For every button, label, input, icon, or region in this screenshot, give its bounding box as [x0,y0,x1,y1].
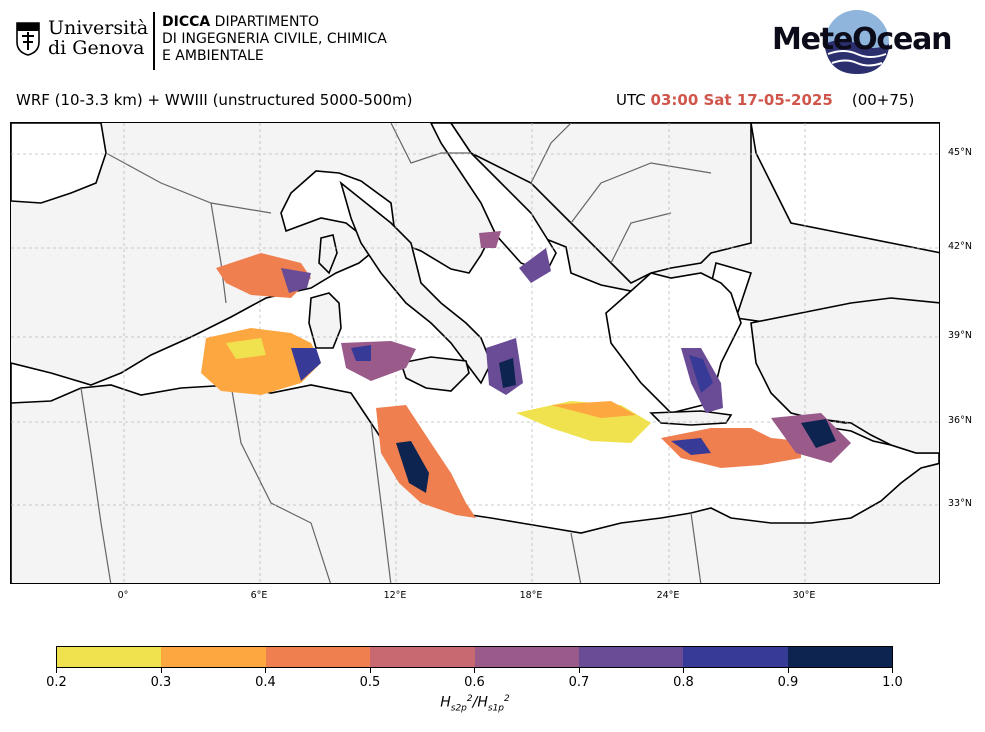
colorbar-tick-label: 0.4 [255,675,276,690]
colorbar-tick [474,668,475,673]
lat-label: 33°N [948,498,972,509]
africa [11,384,939,583]
black-sea [750,123,939,254]
forecast-offset: (00+75) [851,91,915,109]
colorbar-segment [578,647,684,667]
colorbar-label-denominator-sup: 2 [504,694,510,704]
colorbar-tick [56,668,57,673]
sicily [399,356,470,392]
colorbar-label-denominator-sub: s1p [487,703,505,714]
meteocean-globe-icon [825,10,889,74]
colorbar-tick [578,668,580,673]
colorbar-segment [474,647,579,667]
colorbar-tick-label: 0.6 [464,675,485,690]
department-acronym: DICCA [162,14,211,30]
colorbar-segment [161,647,266,667]
colorbar-tick [369,668,371,673]
lon-label: 24°E [656,590,680,601]
lat-label: 45°N [948,147,972,158]
department-name: DICCA DIPARTIMENTO DI INGEGNERIA CIVILE,… [162,14,387,65]
patch-adriatic [479,231,501,248]
colorbar-segment [683,647,788,667]
bay-of-biscay [11,123,107,204]
corsica [318,234,338,275]
country-borders [80,123,712,583]
mediterranean-map [11,123,939,583]
patch-sicily-strait [376,405,476,518]
meteocean-wordmark: MeteOcean [772,22,953,57]
university-of-genova-logo: Università di Genova [14,12,149,72]
colorbar-tick [265,668,266,673]
model-description: WRF (10-3.3 km) + WWIII (unstructured 50… [16,91,413,109]
colorbar-tick [787,668,789,673]
patch-levantine [661,428,801,468]
colorbar-label-numerator-sup: 2 [466,694,473,704]
sardinia [308,292,342,349]
university-name: Università di Genova [48,17,149,59]
colorbar-label-symbol: H [440,694,451,711]
colorbar-tick-label: 0.2 [46,675,67,690]
lon-label: 12°E [383,590,407,601]
colorbar-segment [370,647,475,667]
colorbar-segment [787,647,892,667]
colorbar-label: Hs2p2/Hs1p2 [440,694,510,714]
lat-label: 36°N [948,415,972,426]
colorbar-segment [57,647,162,667]
meteocean-logo: MeteOcean [772,8,953,78]
lat-label: 42°N [948,241,972,252]
colorbar-segment [265,647,371,667]
department-line-2: DI INGEGNERIA CIVILE, CHIMICA [162,31,387,47]
lon-label: 18°E [519,590,543,601]
colorbar-tick-label: 0.8 [673,675,694,690]
department-line-3: E AMBIENTALE [162,48,264,64]
lon-label: 30°E [792,590,816,601]
university-crest-icon [16,22,40,56]
colorbar-tick-label: 1.0 [882,675,903,690]
colorbar-tick [160,668,162,673]
lon-label: 6°E [250,590,268,601]
colorbar-tick-label: 0.3 [150,675,172,690]
colorbar-tick-label: 0.5 [359,675,381,690]
lat-label: 39°N [948,330,972,341]
utc-datetime: 03:00 Sat 17-05-2025 [650,91,833,109]
colorbar-tick-label: 0.7 [568,675,590,690]
italy-peninsula [339,180,492,385]
map-panel [10,122,940,584]
ratio-field [201,231,851,518]
colorbar-label-symbol: H [477,694,488,711]
colorbar-tick [683,668,684,673]
forecast-time: UTC 03:00 Sat 17-05-2025 (00+75) [616,91,914,109]
colorbar-tick-label: 0.9 [777,675,799,690]
colorbar [56,646,893,668]
colorbar-label-numerator-sub: s2p [450,703,467,714]
crete [649,410,733,426]
lon-label: 0° [117,590,129,601]
department-line-1: DIPARTIMENTO [210,14,320,30]
colorbar-tick [892,668,893,673]
logo-divider [153,12,155,70]
utc-prefix: UTC [616,91,646,109]
